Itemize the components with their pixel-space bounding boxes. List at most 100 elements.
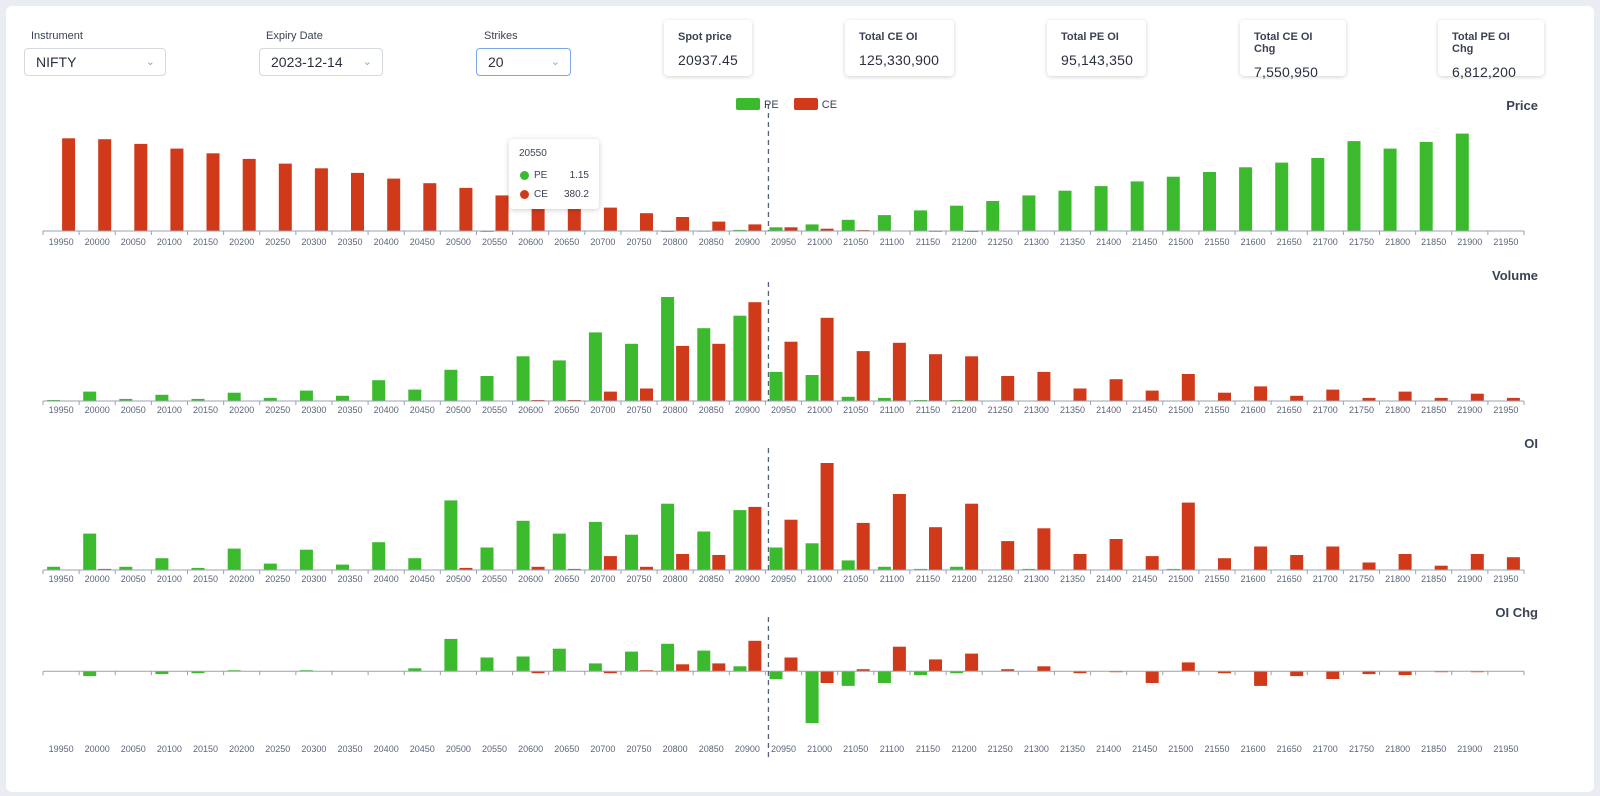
x-tick-label: 21400 <box>1096 574 1121 584</box>
bar-pe <box>1166 176 1180 231</box>
bar-ce <box>856 669 870 672</box>
bar-ce <box>1109 539 1123 570</box>
legend-item-pe[interactable]: PE <box>736 98 779 111</box>
bar-pe <box>552 360 566 401</box>
x-tick-label: 20300 <box>301 574 326 584</box>
bar-ce <box>1218 392 1231 401</box>
bar-ce <box>929 354 942 401</box>
x-tick-label: 20750 <box>626 237 651 247</box>
x-tick-label: 21600 <box>1241 574 1266 584</box>
x-tick-label: 21300 <box>1024 237 1049 247</box>
x-tick-label: 20250 <box>265 405 290 415</box>
bar-pe <box>1311 158 1325 231</box>
bar-ce <box>1181 374 1195 401</box>
x-tick-label: 21450 <box>1132 744 1157 754</box>
panel-title: Price <box>1506 98 1538 113</box>
x-tick-label: 20900 <box>735 744 760 754</box>
x-tick-label: 21000 <box>807 405 832 415</box>
bar-ce <box>134 143 148 231</box>
strikes-select[interactable]: 20 ⌄ <box>476 48 571 76</box>
bar-pe <box>263 563 277 570</box>
stat-label: Total PE OI <box>1061 31 1119 43</box>
x-tick-label: 21150 <box>916 237 940 247</box>
bar-ce <box>965 503 979 570</box>
bar-ce <box>748 640 762 672</box>
x-tick-label: 20800 <box>663 237 688 247</box>
x-tick-label: 21350 <box>1060 405 1085 415</box>
x-tick-label: 21700 <box>1313 237 1338 247</box>
x-tick-label: 20600 <box>518 744 543 754</box>
bar-ce <box>748 224 762 231</box>
bar-ce <box>531 566 545 570</box>
bar-ce <box>892 646 906 672</box>
bar-pe <box>588 663 602 672</box>
bar-pe <box>769 671 783 679</box>
bar-pe <box>950 671 964 674</box>
bar-ce <box>206 153 220 231</box>
bar-ce <box>603 556 617 570</box>
x-tick-label: 21200 <box>952 574 977 584</box>
x-tick-label: 21150 <box>916 574 940 584</box>
bar-ce <box>856 522 870 570</box>
x-tick-label: 21250 <box>988 574 1013 584</box>
x-tick-label: 20450 <box>410 574 435 584</box>
x-tick-label: 20000 <box>85 574 110 584</box>
chevron-down-icon: ⌄ <box>145 56 155 68</box>
stat-value: 6,812,200 <box>1452 64 1517 80</box>
instrument-label: Instrument <box>31 30 83 42</box>
bar-ce <box>929 659 942 672</box>
tooltip-pe-value: 1.15 <box>569 170 589 181</box>
bar-pe <box>914 210 927 231</box>
expiry-select[interactable]: 2023-12-14 ⌄ <box>259 48 383 76</box>
bar-ce <box>1506 397 1520 401</box>
bar-ce <box>784 341 798 401</box>
bar-ce <box>640 213 653 231</box>
x-tick-label: 20500 <box>446 574 471 584</box>
x-tick-label: 21650 <box>1277 405 1302 415</box>
x-tick-label: 21900 <box>1457 405 1482 415</box>
x-tick-label: 21100 <box>880 405 904 415</box>
bar-pe <box>1347 141 1361 231</box>
bar-pe <box>697 650 711 672</box>
x-tick-label: 21950 <box>1493 574 1518 584</box>
bar-pe <box>697 531 711 570</box>
stat-value: 125,330,900 <box>859 52 940 68</box>
x-tick-label: 20800 <box>663 744 688 754</box>
stat-label: Total CE OI <box>859 31 918 43</box>
x-tick-label: 20600 <box>518 574 543 584</box>
bar-pe <box>480 547 494 570</box>
tooltip-row-ce: CE 380.2 <box>519 185 589 204</box>
x-tick-label: 20300 <box>301 744 326 754</box>
tooltip-row-pe: PE 1.15 <box>519 166 589 185</box>
bar-pe <box>877 671 891 683</box>
bar-pe <box>1022 195 1036 231</box>
stat-label: Total CE OI Chg <box>1254 31 1313 55</box>
x-tick-label: 20400 <box>374 405 399 415</box>
x-tick-label: 19950 <box>49 405 74 415</box>
x-tick-label: 20750 <box>626 405 651 415</box>
tooltip-strike: 20550 <box>519 148 547 159</box>
x-tick-label: 21750 <box>1349 744 1374 754</box>
bar-ce <box>1037 371 1051 401</box>
bar-ce <box>314 168 328 231</box>
legend-swatch-ce <box>793 98 818 110</box>
x-tick-label: 21450 <box>1132 237 1157 247</box>
panel-title: OI Chg <box>1495 605 1538 620</box>
instrument-select[interactable]: NIFTY ⌄ <box>24 48 166 76</box>
x-tick-label: 20150 <box>193 405 218 415</box>
x-tick-label: 21200 <box>952 237 977 247</box>
x-tick-label: 19950 <box>49 237 74 247</box>
bar-ce <box>965 356 979 401</box>
bar-pe <box>191 567 205 570</box>
bar-ce <box>170 148 184 231</box>
bar-ce <box>1470 393 1484 401</box>
x-tick-label: 21550 <box>1204 744 1229 754</box>
bar-pe <box>733 229 747 231</box>
x-tick-label: 21700 <box>1313 405 1338 415</box>
tooltip-dot-ce <box>520 190 529 199</box>
x-tick-label: 21450 <box>1132 405 1157 415</box>
bar-pe <box>444 638 458 672</box>
legend-item-ce[interactable]: CE <box>793 98 837 111</box>
x-tick-label: 21800 <box>1385 405 1410 415</box>
bar-ce <box>640 388 653 401</box>
